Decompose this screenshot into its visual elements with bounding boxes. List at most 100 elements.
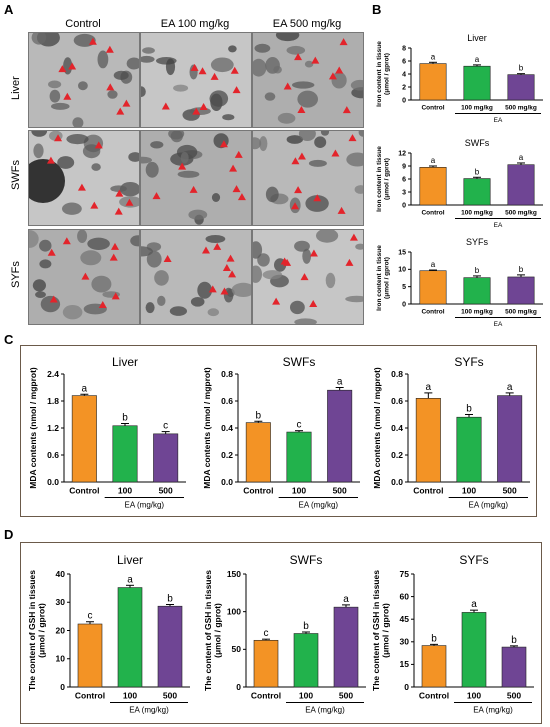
- y-tick-label: 0: [402, 202, 406, 209]
- significance-letter: b: [256, 410, 262, 421]
- chart-d-syfs: SYFs The content of GSH in tissues (μmol /…: [371, 553, 534, 715]
- group-label: EA (mg/kg): [129, 706, 169, 715]
- y-tick-label: 15: [400, 659, 410, 669]
- bar: [419, 166, 447, 206]
- significance-letter: c: [297, 420, 302, 431]
- bar: [253, 639, 279, 688]
- y-tick-label: 0.6: [47, 450, 59, 460]
- chart-b-liver: Liver Iron content in tissue (μmol / gprot…: [376, 33, 543, 124]
- y-tick-label: 9: [402, 163, 406, 170]
- em-image-liver-ea100: [140, 32, 252, 128]
- category-label: Control: [69, 486, 99, 496]
- chart-title: SYFs: [459, 553, 488, 567]
- significance-letter: a: [431, 260, 436, 269]
- y-axis-unit: (μmol / gprot): [384, 158, 391, 200]
- chart-d-swfs: SWFs The content of GSH in tissues (μmol /…: [203, 553, 366, 715]
- category-label: 100: [118, 486, 132, 496]
- significance-letter: b: [511, 635, 517, 646]
- y-axis-unit: (μmol / gprot): [384, 257, 391, 299]
- y-tick-label: 40: [56, 569, 66, 579]
- category-label: 100: [299, 691, 313, 701]
- significance-letter: a: [431, 156, 436, 165]
- significance-letter: a: [471, 599, 477, 610]
- bar: [117, 587, 143, 688]
- bar: [456, 416, 482, 483]
- significance-letter: b: [475, 266, 480, 275]
- y-tick-label: 0.0: [47, 477, 59, 487]
- category-label: 100: [292, 486, 306, 496]
- y-tick-label: 150: [227, 569, 241, 579]
- em-image-liver-control: [28, 32, 140, 128]
- em-column-control: Control: [65, 18, 101, 30]
- y-axis-label: MDA contents (nmol / mgprot): [202, 367, 212, 489]
- significance-letter: a: [127, 574, 133, 585]
- y-axis-label: MDA contents (nmol / mgprot): [372, 367, 382, 489]
- y-tick-label: 100: [227, 607, 241, 617]
- chart-title: SYFs: [454, 355, 483, 369]
- bar: [286, 431, 312, 483]
- bar: [463, 65, 491, 101]
- y-tick-label: 0.0: [221, 477, 233, 487]
- em-image-syfs-ea100: [140, 229, 252, 325]
- bar: [507, 276, 535, 305]
- category-label: Control: [75, 691, 105, 701]
- category-label: 500 mg/kg: [505, 105, 537, 112]
- significance-letter: b: [122, 413, 128, 424]
- em-row-swfs: SWFs: [10, 160, 22, 190]
- significance-letter: b: [303, 621, 309, 632]
- em-image-swfs-control: [28, 130, 140, 226]
- category-label: Control: [421, 309, 444, 316]
- significance-letter: a: [507, 382, 513, 393]
- category-label: Control: [421, 105, 444, 112]
- y-axis-label: The content of GSH in tissues: [27, 570, 37, 691]
- bar: [419, 270, 447, 305]
- y-tick-label: 0: [402, 301, 406, 308]
- y-tick-label: 60: [400, 591, 410, 601]
- chart-c-liver: Liver MDA contents (nmol / mgprot) 0.0 0.6 1…: [28, 355, 186, 510]
- group-label: EA: [494, 321, 503, 328]
- category-label: 100 mg/kg: [461, 210, 493, 217]
- chart-c-syfs: SYFs MDA contents (nmol / mgprot) 0.0 0.2 0.…: [372, 355, 530, 510]
- chart-title: SYFs: [466, 237, 489, 247]
- group-label: EA (mg/kg): [469, 501, 509, 510]
- significance-letter: a: [519, 153, 524, 162]
- category-label: 100: [462, 486, 476, 496]
- em-row-syfs: SYFs: [10, 261, 22, 288]
- significance-letter: a: [475, 55, 480, 64]
- y-tick-label: 50: [232, 644, 242, 654]
- y-tick-label: 12: [398, 150, 406, 157]
- category-label: Control: [243, 486, 273, 496]
- em-image-syfs-ea500: [252, 229, 364, 325]
- bar: [327, 389, 353, 483]
- y-tick-label: 0.8: [221, 369, 233, 379]
- y-axis-label: Iron content in tissue: [376, 146, 383, 212]
- category-label: 500: [507, 691, 521, 701]
- y-tick-label: 30: [400, 637, 410, 647]
- significance-letter: c: [163, 421, 168, 432]
- bar: [497, 395, 523, 483]
- category-label: 500: [333, 486, 347, 496]
- chart-title: SWFs: [283, 355, 316, 369]
- chart-c-swfs: SWFs MDA contents (nmol / mgprot) 0.0 0.2 0.…: [202, 355, 360, 510]
- y-axis-label: Iron content in tissue: [376, 41, 383, 107]
- significance-letter: a: [343, 594, 349, 605]
- y-tick-label: 10: [56, 654, 66, 664]
- bar: [507, 74, 535, 101]
- category-label: 500: [163, 691, 177, 701]
- y-tick-label: 0.4: [391, 423, 403, 433]
- category-label: Control: [421, 210, 444, 217]
- bar: [71, 395, 97, 483]
- y-axis-unit: (μmol / gprot): [37, 603, 47, 658]
- significance-letter: c: [264, 628, 269, 639]
- chart-b-swfs: SWFs Iron content in tissue (μmol / gprot)…: [376, 138, 543, 229]
- y-tick-label: 20: [56, 625, 66, 635]
- y-axis-unit: (μmol / gprot): [213, 603, 223, 658]
- em-image-liver-ea500: [252, 32, 364, 128]
- y-tick-label: 0.0: [391, 477, 403, 487]
- category-label: 500: [503, 486, 517, 496]
- y-axis-label: The content of GSH in tissues: [371, 570, 381, 691]
- panel-a-label: A: [4, 2, 14, 17]
- y-tick-label: 0: [236, 682, 241, 692]
- significance-letter: a: [426, 382, 432, 393]
- group-label: EA (mg/kg): [305, 706, 345, 715]
